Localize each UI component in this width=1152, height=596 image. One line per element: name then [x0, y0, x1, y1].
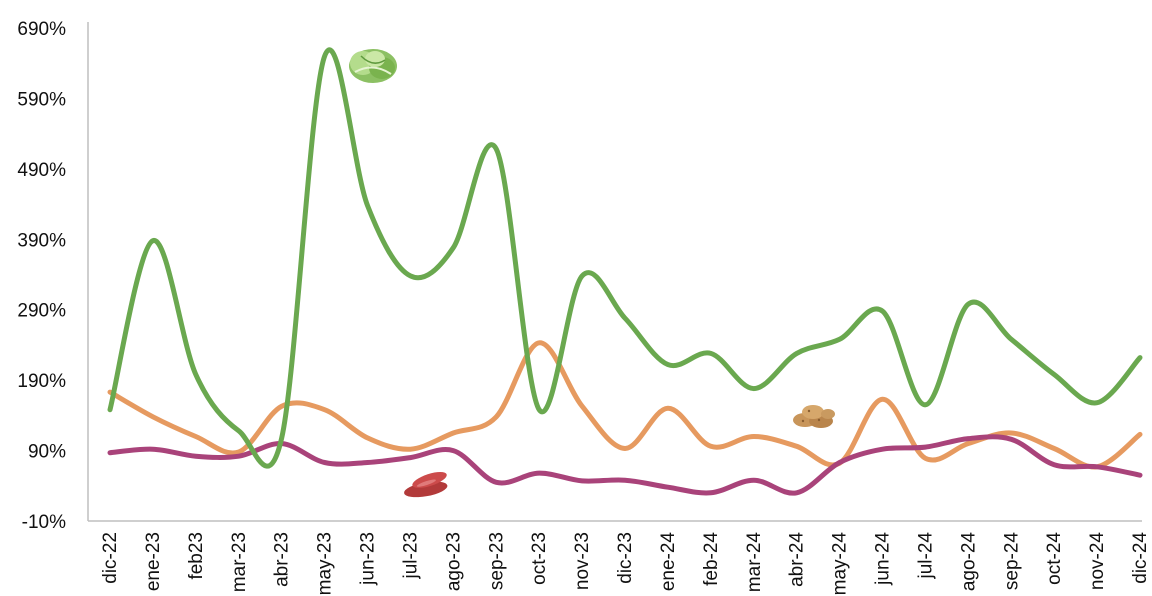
- x-tick-label: dic-24: [1130, 532, 1151, 584]
- lettuce-icon: [349, 49, 397, 83]
- x-axis: dic-22 ene-23 feb23 mar-23 abr-23 may-23 jun-2…: [88, 520, 1151, 596]
- x-tick-label: sep-24: [1001, 532, 1022, 591]
- x-tick-label: ene-23: [143, 532, 164, 591]
- x-tick-label: dic-22: [100, 532, 121, 584]
- y-tick-label: 590%: [17, 89, 66, 110]
- x-tick-label: may-23: [315, 532, 336, 595]
- x-tick-label: oct-24: [1044, 532, 1065, 585]
- x-tick-label: dic-23: [615, 532, 636, 584]
- y-tick-label: 190%: [17, 371, 66, 392]
- x-tick-label: feb-24: [701, 532, 722, 586]
- sweet-potato-icon: [404, 471, 448, 498]
- series-line-potatoes: [107, 340, 1143, 470]
- x-tick-label: nov-24: [1087, 532, 1108, 591]
- x-tick-label: ago-24: [958, 532, 979, 592]
- x-tick-label: ago-23: [443, 532, 464, 591]
- x-tick-label: sep-23: [486, 532, 507, 590]
- x-tick-label: jun-23: [358, 532, 379, 586]
- x-tick-label: mar-24: [744, 532, 765, 593]
- x-tick-label: may-24: [830, 532, 851, 596]
- y-tick-label: 490%: [17, 160, 66, 181]
- x-tick-label: oct-23: [529, 532, 550, 585]
- y-tick-label: 390%: [17, 230, 66, 251]
- series-line-lettuce: [107, 47, 1143, 469]
- x-tick-label: abr-24: [787, 532, 808, 587]
- y-tick-label: 690%: [17, 19, 66, 40]
- x-tick-label: abr-23: [272, 532, 293, 587]
- series-icons: [349, 49, 835, 498]
- series-lines: [107, 47, 1143, 496]
- x-tick-label: jul-23: [400, 532, 421, 579]
- x-tick-label: feb23: [186, 532, 207, 580]
- y-tick-label: -10%: [22, 512, 66, 533]
- x-tick-label: nov-23: [572, 532, 593, 590]
- x-tick-label: mar-23: [229, 532, 250, 592]
- potatoes-icon: [793, 405, 835, 428]
- x-tick-label: ene-24: [658, 532, 679, 592]
- x-tick-label: jun-24: [873, 532, 894, 586]
- y-axis: -10% 90% 190% 290% 390% 490% 590% 690%: [17, 19, 89, 533]
- y-tick-label: 90%: [28, 442, 66, 463]
- x-tick-label: jul-24: [915, 532, 936, 580]
- y-tick-label: 290%: [17, 301, 66, 322]
